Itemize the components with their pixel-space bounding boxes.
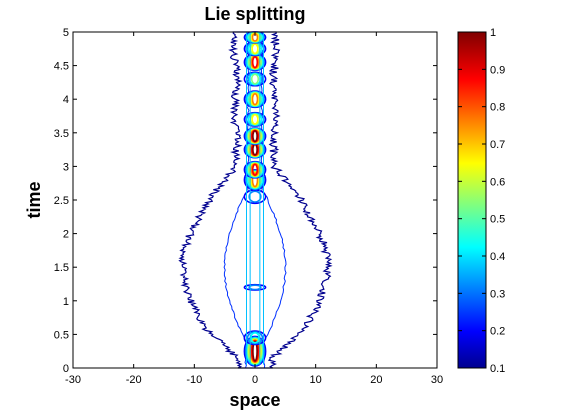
contour-level [252,130,258,143]
contour-level [248,284,262,291]
contour-level [251,163,259,176]
colorbar-tick-label: 0.9 [490,64,505,76]
colorbar-tick-label: 0.6 [490,176,505,188]
contour-level [251,92,259,106]
colorbar-tick-label: 0.1 [490,363,505,375]
x-tick-label: -30 [65,374,81,386]
contour-level [247,337,263,365]
plot-area: -30 -20 -10 0 10 20 30 0 0.5 1 1.5 2 2.5 3 3.5 4 4.5 5 [54,27,443,386]
contour-level [248,190,262,203]
y-tick-label: 3 [63,161,69,173]
contour-level [246,331,264,345]
x-axis-label: space [229,390,280,410]
y-tick-label: 0.5 [54,329,69,341]
y-axis: 0 0.5 1 1.5 2 2.5 3 3.5 4 4.5 5 [54,27,437,375]
y-tick-label: 2 [63,229,69,241]
y-tick-label: 4 [63,94,69,106]
contour-level [251,43,259,55]
x-tick-label: -10 [186,374,202,386]
y-axis-label: time [24,181,44,218]
colorbar-ticks: 0.1 0.2 0.3 0.4 0.5 0.6 0.7 0.8 0.9 1 [458,27,505,375]
contour-level [252,340,258,362]
y-tick-label: 5 [63,27,69,39]
contour-level [243,330,267,346]
colorbar-tick-label: 0.5 [490,214,505,226]
contour-level [251,113,259,125]
y-tick-label: 2.5 [54,195,69,207]
colorbar-gradient [457,31,487,369]
colorbar-tick-label: 1 [490,27,496,39]
contour-level [251,56,259,69]
x-tick-label: 30 [431,374,443,386]
colorbar-tick-label: 0.3 [490,288,505,300]
y-tick-label: 4.5 [54,61,69,73]
colorbar-tick-label: 0.4 [490,251,505,263]
colorbar-tick-label: 0.8 [490,102,505,114]
x-axis: -30 -20 -10 0 10 20 30 [65,32,443,386]
contour-level [250,332,260,344]
chart-title: Lie splitting [205,4,306,24]
y-tick-label: 1 [63,296,69,308]
y-tick-label: 0 [63,363,69,375]
colorbar: 0.1 0.2 0.3 0.4 0.5 0.6 0.7 0.8 0.9 1 [457,27,505,375]
x-tick-label: 20 [370,374,382,386]
colorbar-tick-label: 0.2 [490,326,505,338]
contour-level [250,73,260,85]
x-tick-label: 0 [252,374,258,386]
plot-background [73,32,437,368]
x-tick-label: -20 [126,374,142,386]
x-tick-label: 10 [310,374,322,386]
y-tick-label: 1.5 [54,262,69,274]
colorbar-tick-label: 0.7 [490,139,505,151]
contour-level [251,172,259,188]
y-tick-label: 3.5 [54,128,69,140]
